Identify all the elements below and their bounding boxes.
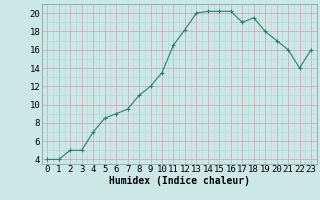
X-axis label: Humidex (Indice chaleur): Humidex (Indice chaleur) — [109, 176, 250, 186]
